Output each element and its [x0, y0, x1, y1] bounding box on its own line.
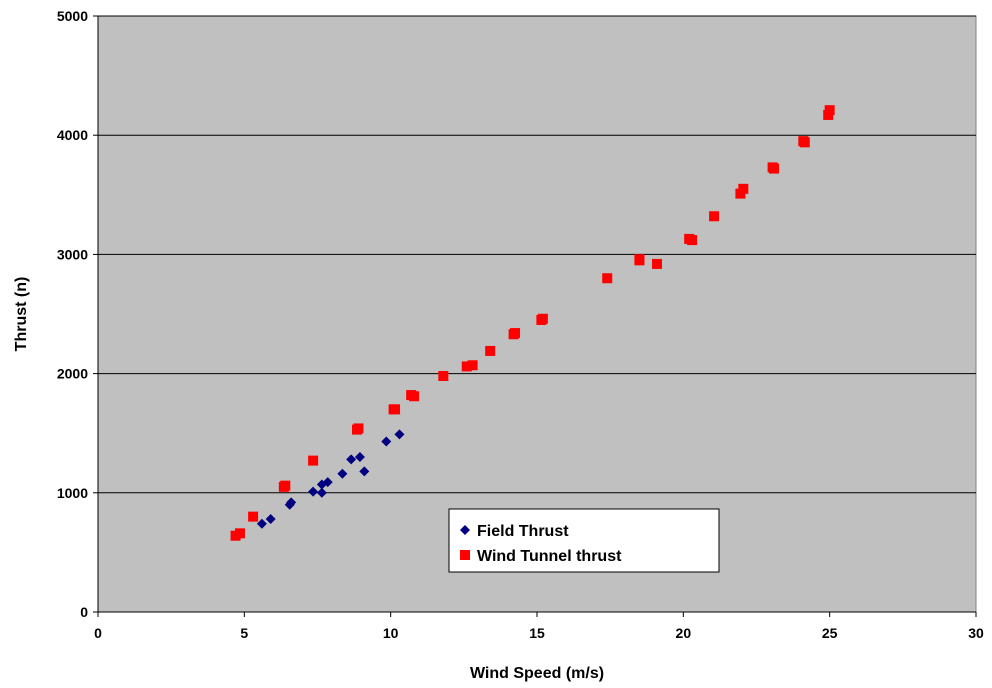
legend-box — [448, 508, 720, 573]
data-point — [799, 137, 810, 148]
x-tick-label: 0 — [94, 625, 102, 641]
y-tick-label: 4000 — [57, 127, 88, 143]
x-tick-label: 30 — [968, 625, 984, 641]
x-tick-label: 20 — [676, 625, 692, 641]
x-tick-label: 15 — [529, 625, 545, 641]
data-point — [461, 361, 472, 372]
legend-marker-wind-tunnel-thrust — [460, 550, 470, 560]
data-point — [353, 423, 364, 434]
data-series — [230, 105, 835, 541]
data-point — [381, 436, 392, 447]
series-field-thrust — [256, 429, 405, 529]
y-tick-label: 0 — [80, 604, 88, 620]
y-tick-label: 2000 — [57, 366, 88, 382]
data-point — [738, 183, 749, 194]
legend-label: Wind Tunnel thrust — [477, 548, 622, 565]
data-point — [248, 511, 259, 522]
y-tick-label: 5000 — [57, 8, 88, 24]
data-point — [308, 455, 319, 466]
legend-marker-field-thrust — [460, 525, 470, 535]
data-point — [390, 404, 401, 415]
axes — [93, 15, 977, 617]
data-point — [337, 468, 348, 479]
data-point — [409, 391, 420, 402]
y-tick-label: 1000 — [57, 485, 88, 501]
data-point — [709, 211, 720, 222]
data-point — [824, 105, 835, 116]
data-point — [308, 486, 319, 497]
data-point — [359, 466, 370, 477]
data-point — [316, 487, 327, 498]
data-point — [602, 273, 613, 284]
data-point — [634, 254, 645, 265]
data-point — [485, 345, 496, 356]
data-point — [346, 454, 357, 465]
data-point — [286, 497, 297, 508]
data-point — [510, 328, 521, 339]
y-axis-title: Thrust (n) — [13, 277, 30, 352]
data-point — [354, 452, 365, 463]
data-point — [438, 370, 449, 381]
data-point — [687, 235, 698, 246]
data-point — [537, 313, 548, 324]
data-point — [769, 163, 780, 174]
tick-labels: 0 1000 2000 3000 4000 5000 0 5 10 15 20 25 30 — [57, 8, 984, 641]
data-point — [256, 518, 267, 529]
y-tick-label: 3000 — [57, 246, 88, 262]
x-tick-label: 25 — [822, 625, 838, 641]
x-tick-label: 5 — [240, 625, 248, 641]
x-tick-label: 10 — [383, 625, 399, 641]
x-axis-title: Wind Speed (m/s) — [470, 665, 604, 682]
legend: Field Thrust Wind Tunnel thrust — [448, 508, 720, 573]
data-point — [265, 514, 276, 525]
data-point — [280, 480, 291, 491]
legend-label: Field Thrust — [477, 523, 569, 540]
data-point — [322, 477, 333, 488]
gridlines — [98, 15, 976, 494]
data-point — [651, 258, 662, 269]
data-point — [467, 360, 478, 371]
series-wind-tunnel-thrust — [230, 105, 835, 541]
data-point — [234, 528, 245, 539]
data-point — [394, 429, 405, 440]
